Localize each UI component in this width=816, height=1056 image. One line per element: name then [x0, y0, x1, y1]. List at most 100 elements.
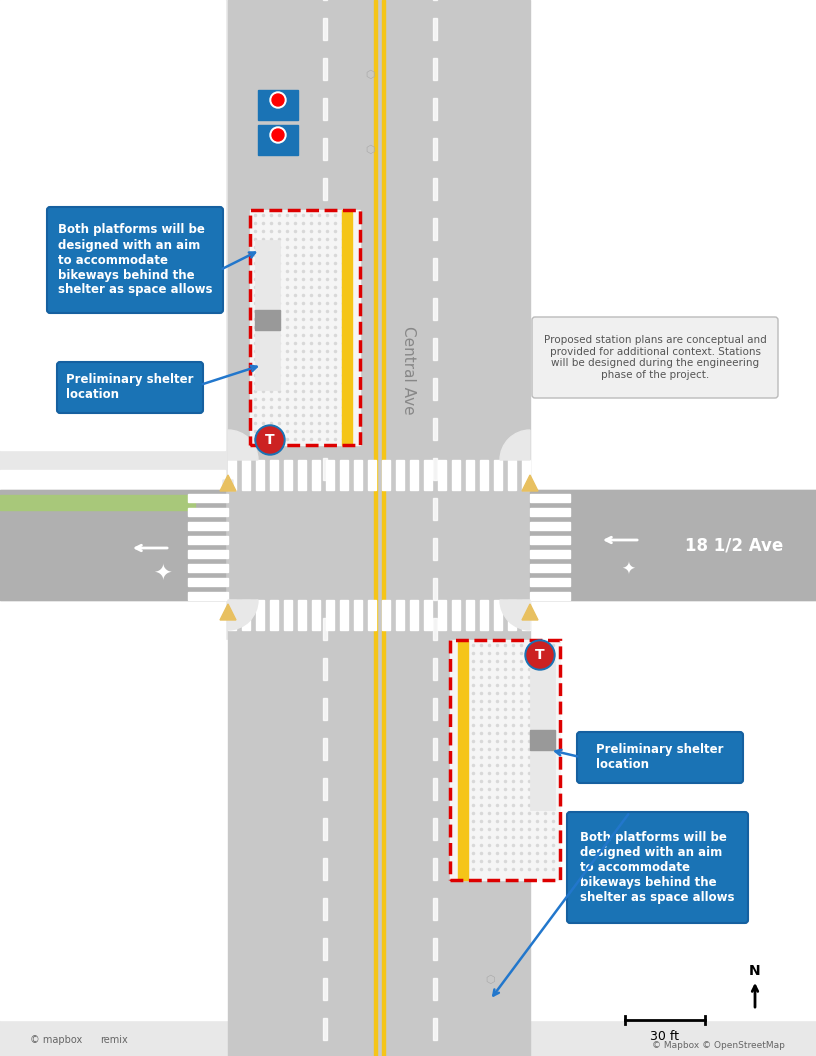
Bar: [530, 640, 816, 1020]
Bar: [323, 857, 327, 880]
Bar: [433, 378, 437, 400]
Bar: [382, 460, 390, 490]
Polygon shape: [220, 604, 236, 620]
Text: © mapbox: © mapbox: [30, 1035, 82, 1045]
Bar: [433, 698, 437, 720]
Circle shape: [272, 129, 284, 142]
Text: ✦: ✦: [621, 561, 635, 579]
Bar: [323, 298, 327, 320]
Bar: [433, 618, 437, 640]
Text: ⬡: ⬡: [486, 975, 494, 985]
FancyBboxPatch shape: [532, 317, 778, 398]
Bar: [433, 778, 437, 800]
Bar: [433, 458, 437, 480]
Bar: [450, 640, 560, 880]
Bar: [228, 460, 236, 490]
Text: Both platforms will be
designed with an aim
to accommodate
bikeways behind the
s: Both platforms will be designed with an …: [580, 831, 734, 904]
Bar: [410, 600, 418, 630]
Bar: [228, 600, 236, 630]
Bar: [522, 460, 530, 490]
Bar: [530, 522, 570, 530]
Bar: [433, 18, 437, 40]
Bar: [530, 564, 570, 572]
Bar: [530, 730, 555, 750]
Text: remix: remix: [100, 1035, 128, 1045]
Bar: [382, 0, 385, 1056]
Bar: [323, 418, 327, 440]
Bar: [530, 161, 816, 470]
Bar: [284, 600, 292, 630]
Text: © Mapbox © OpenStreetMap: © Mapbox © OpenStreetMap: [652, 1040, 785, 1050]
Bar: [480, 460, 488, 490]
Bar: [433, 98, 437, 120]
Bar: [433, 258, 437, 280]
Bar: [433, 578, 437, 600]
Bar: [323, 18, 327, 40]
Bar: [326, 600, 334, 630]
Text: Proposed station plans are conceptual and
provided for additional context. Stati: Proposed station plans are conceptual an…: [543, 335, 766, 380]
Bar: [0, 640, 340, 1020]
Bar: [323, 258, 327, 280]
Text: Central Ave: Central Ave: [401, 325, 415, 414]
Bar: [340, 460, 348, 490]
Bar: [433, 978, 437, 1000]
Bar: [530, 508, 570, 516]
Bar: [270, 600, 278, 630]
Bar: [323, 98, 327, 120]
Bar: [410, 460, 418, 490]
Bar: [242, 460, 250, 490]
Bar: [323, 58, 327, 80]
Circle shape: [255, 425, 285, 455]
Bar: [258, 90, 298, 120]
Bar: [228, 0, 530, 1056]
Bar: [0, 490, 816, 600]
Bar: [323, 178, 327, 200]
Bar: [530, 470, 816, 640]
Bar: [323, 138, 327, 161]
Bar: [0, 161, 225, 450]
Bar: [494, 460, 502, 490]
Bar: [312, 600, 320, 630]
Bar: [374, 0, 377, 1056]
Bar: [433, 658, 437, 680]
Bar: [250, 210, 360, 445]
Text: N: N: [749, 964, 761, 978]
Bar: [323, 658, 327, 680]
Text: ⬡: ⬡: [365, 70, 375, 80]
Bar: [530, 490, 816, 600]
Bar: [188, 536, 228, 544]
Bar: [433, 498, 437, 520]
Bar: [390, 0, 816, 161]
Bar: [530, 578, 570, 586]
FancyBboxPatch shape: [57, 362, 203, 413]
Bar: [326, 460, 334, 490]
Circle shape: [525, 640, 555, 670]
Bar: [396, 600, 404, 630]
FancyBboxPatch shape: [567, 812, 748, 923]
Polygon shape: [220, 475, 236, 491]
Bar: [255, 320, 280, 390]
Bar: [438, 600, 446, 630]
Text: 30 ft: 30 ft: [650, 1030, 680, 1043]
Text: ⬡: ⬡: [365, 145, 375, 155]
Bar: [340, 600, 348, 630]
Bar: [522, 600, 530, 630]
Bar: [255, 310, 280, 329]
Bar: [354, 600, 362, 630]
Bar: [508, 600, 516, 630]
FancyBboxPatch shape: [47, 207, 223, 313]
Bar: [312, 460, 320, 490]
Bar: [298, 600, 306, 630]
Bar: [433, 818, 437, 840]
Bar: [284, 460, 292, 490]
Bar: [530, 740, 555, 810]
Bar: [382, 600, 390, 630]
Bar: [323, 698, 327, 720]
Bar: [250, 210, 360, 445]
Polygon shape: [522, 475, 538, 491]
Bar: [0, 0, 225, 161]
Bar: [323, 218, 327, 240]
Text: ✦: ✦: [153, 565, 171, 585]
Circle shape: [272, 94, 284, 106]
Bar: [256, 460, 264, 490]
